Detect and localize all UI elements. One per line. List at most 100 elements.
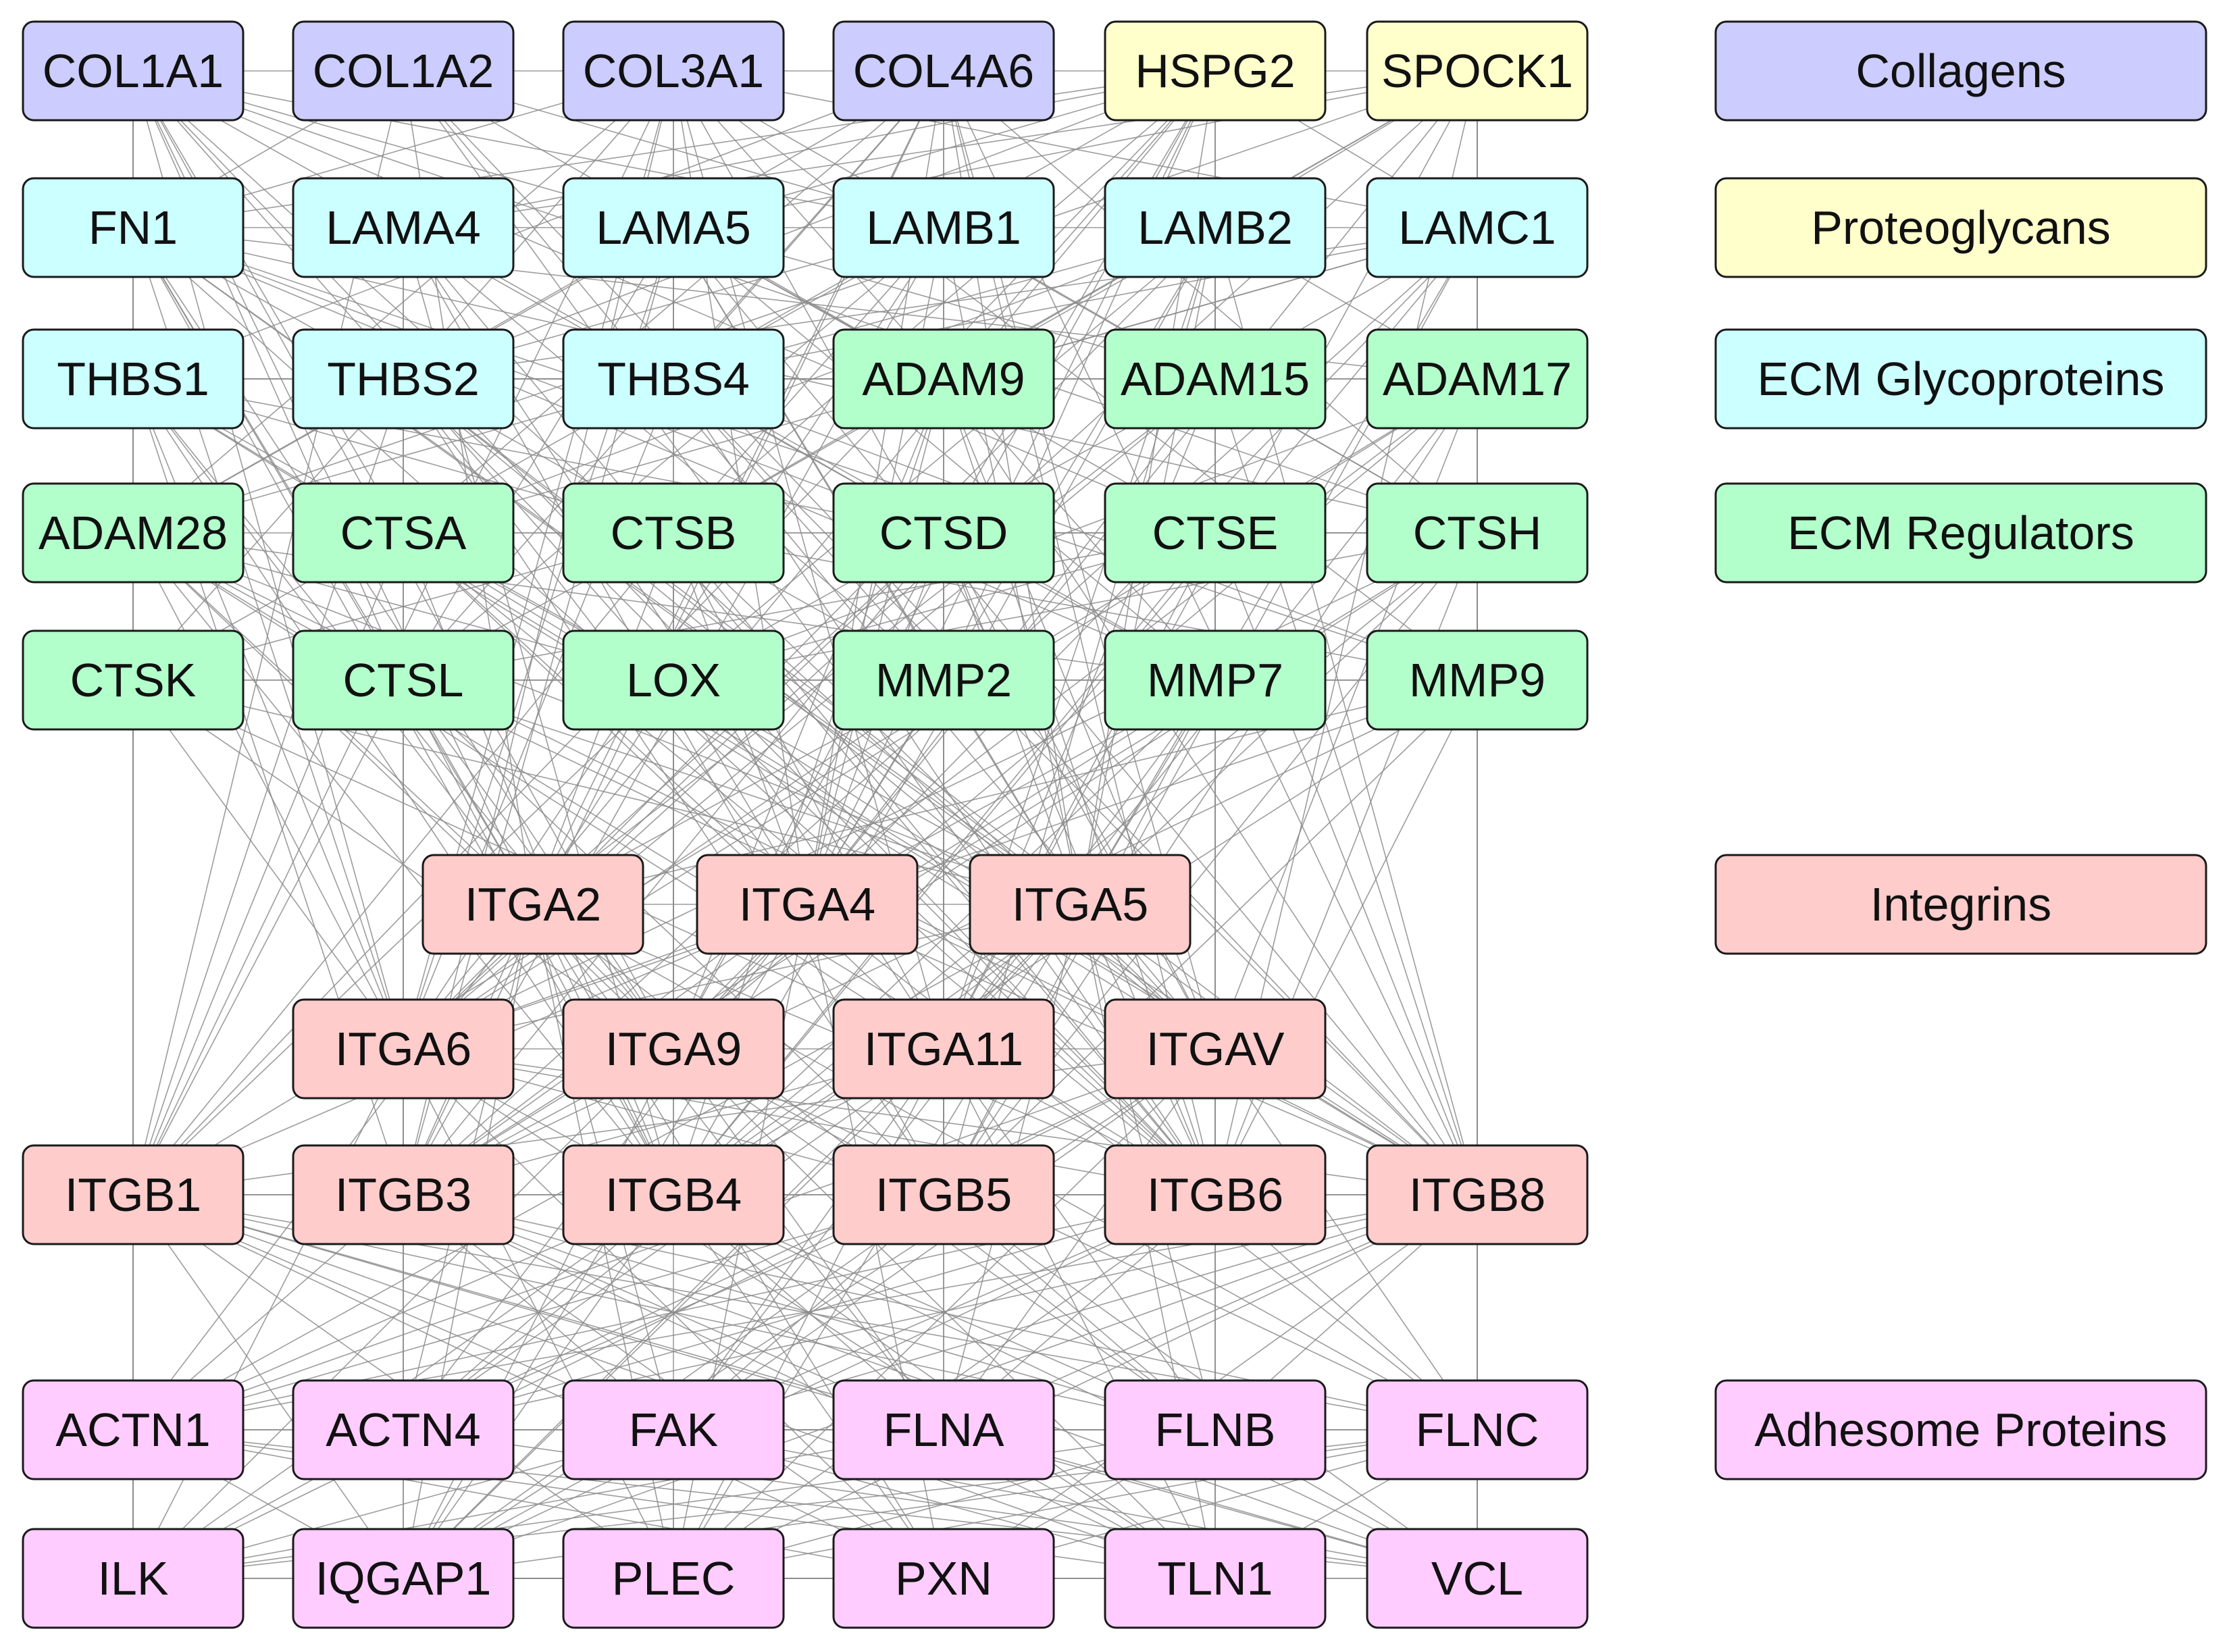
edge-LAMB1-CTSB bbox=[673, 227, 944, 534]
node-label: ITGAV bbox=[1146, 1023, 1285, 1075]
legend-integrins: Integrins bbox=[1714, 854, 2207, 955]
node-col4a6: COL4A6 bbox=[832, 20, 1055, 122]
node-mmp2: MMP2 bbox=[832, 629, 1055, 731]
edge-MMP9-ITGB6 bbox=[1214, 679, 1478, 1195]
edge-ITGB1-VCL bbox=[132, 1194, 1478, 1579]
node-box bbox=[832, 482, 1055, 584]
node-label: CTSB bbox=[611, 507, 737, 559]
node-label: ITGB6 bbox=[1147, 1168, 1283, 1221]
node-label: HSPG2 bbox=[1135, 45, 1295, 97]
legend-label: Proteoglycans bbox=[1811, 201, 2111, 254]
edge-CTSE-COL1A1 bbox=[132, 70, 1216, 534]
node-box bbox=[562, 629, 785, 731]
node-box bbox=[832, 328, 1055, 430]
node-label: TLN1 bbox=[1157, 1552, 1273, 1605]
node-fn1: FN1 bbox=[22, 177, 245, 278]
node-box bbox=[1366, 1528, 1589, 1629]
node-label: ITGA6 bbox=[335, 1023, 471, 1075]
node-box bbox=[1104, 998, 1327, 1100]
node-label: ADAM28 bbox=[39, 507, 228, 559]
node-ctsa: CTSA bbox=[292, 482, 515, 584]
legend-label: ECM Regulators bbox=[1787, 507, 2134, 559]
edge-ITGB8-FAK bbox=[673, 1194, 1478, 1430]
node-box bbox=[292, 1144, 515, 1245]
node-adam28: ADAM28 bbox=[22, 482, 245, 584]
node-box bbox=[832, 1144, 1055, 1245]
node-label: LAMC1 bbox=[1398, 201, 1556, 254]
node-pxn: PXN bbox=[832, 1528, 1055, 1629]
node-flnc: FLNC bbox=[1366, 1379, 1589, 1480]
edge-ITGB6-ITGA6 bbox=[403, 1048, 1216, 1195]
legend-ecm-glycoproteins: ECM Glycoproteins bbox=[1714, 328, 2207, 430]
edge-LAMB1-COL1A1 bbox=[132, 70, 944, 228]
edge-ITGAV-FLNC bbox=[1214, 1048, 1478, 1430]
edge-ITGA6-ITGA5 bbox=[403, 904, 1081, 1050]
edge-ADAM28-COL3A1 bbox=[132, 70, 674, 534]
node-ctsd: CTSD bbox=[832, 482, 1055, 584]
edge-ITGAV-FLNA bbox=[943, 1048, 1216, 1430]
edge-ADAM28-COL4A6 bbox=[132, 70, 944, 534]
node-label: FAK bbox=[629, 1403, 718, 1456]
node-label: MMP7 bbox=[1147, 654, 1283, 706]
edge-MMP9-ITGB5 bbox=[943, 679, 1478, 1195]
edge-ITGB1-IQGAP1 bbox=[132, 1194, 404, 1579]
node-label: ITGB5 bbox=[875, 1168, 1012, 1221]
edge-CTSL-FN1 bbox=[132, 227, 404, 681]
node-box bbox=[832, 629, 1055, 731]
edge-CTSA-COL1A1 bbox=[132, 70, 404, 534]
node-label: FLNA bbox=[884, 1403, 1004, 1456]
edge-COL1A2-ITGB6 bbox=[403, 70, 1216, 1195]
legend-swatch bbox=[1714, 854, 2207, 955]
node-label: MMP9 bbox=[1409, 654, 1545, 706]
node-adam17: ADAM17 bbox=[1366, 328, 1589, 430]
node-itgb4: ITGB4 bbox=[562, 1144, 785, 1245]
node-box bbox=[832, 1528, 1055, 1629]
edge-LAMC1-ITGB4 bbox=[673, 227, 1478, 1195]
node-label: ADAM15 bbox=[1121, 353, 1310, 405]
edge-MMP9-CTSB bbox=[673, 532, 1478, 681]
legend-collagens: Collagens bbox=[1714, 20, 2207, 122]
node-itgb3: ITGB3 bbox=[292, 1144, 515, 1245]
node-label: VCL bbox=[1431, 1552, 1523, 1605]
node-label: THBS4 bbox=[597, 353, 750, 405]
legend-swatch bbox=[1714, 1379, 2207, 1480]
node-label: PLEC bbox=[612, 1552, 736, 1605]
node-itga5: ITGA5 bbox=[969, 854, 1192, 955]
edge-THBS2-ITGB6 bbox=[403, 378, 1216, 1195]
edge-THBS1-CTSD bbox=[132, 378, 944, 534]
node-box bbox=[1104, 1528, 1327, 1629]
edge-CTSH-COL4A6 bbox=[943, 70, 1478, 534]
edge-ITGA11-FAK bbox=[673, 1048, 944, 1430]
node-box bbox=[1366, 328, 1589, 430]
node-box bbox=[292, 177, 515, 278]
protein-nodes: COL1A1 COL1A2 COL3A1 COL4A6 HSPG2 SPOCK1 FN1 LA… bbox=[22, 20, 1589, 1629]
node-box bbox=[22, 20, 245, 122]
edge-ITGA11-IQGAP1 bbox=[403, 1048, 944, 1579]
node-col1a2: COL1A2 bbox=[292, 20, 515, 122]
node-box bbox=[22, 482, 245, 584]
node-box bbox=[562, 20, 785, 122]
node-box bbox=[562, 1528, 785, 1629]
edge-CTSE-CTSL bbox=[403, 532, 1216, 681]
edge-COL4A6-THBS4 bbox=[673, 70, 944, 380]
node-mmp9: MMP9 bbox=[1366, 629, 1589, 731]
node-label: SPOCK1 bbox=[1381, 45, 1573, 97]
node-label: COL3A1 bbox=[583, 45, 764, 97]
edge-MMP2-LAMA4 bbox=[403, 227, 944, 681]
edge-CTSL-LAMA5 bbox=[403, 227, 674, 681]
node-label: FLNB bbox=[1155, 1403, 1276, 1456]
edge-CTSD-ITGAV bbox=[943, 532, 1216, 1050]
node-box bbox=[292, 482, 515, 584]
edge-LAMA5-MMP2 bbox=[673, 227, 944, 681]
node-ctsl: CTSL bbox=[292, 629, 515, 731]
edge-THBS4-MMP9 bbox=[673, 378, 1478, 681]
node-box bbox=[1104, 482, 1327, 584]
node-label: LAMA5 bbox=[596, 201, 751, 254]
node-label: ITGB8 bbox=[1409, 1168, 1545, 1221]
node-label: THBS1 bbox=[57, 353, 209, 405]
legend-label: Collagens bbox=[1855, 45, 2066, 97]
node-label: COL4A6 bbox=[853, 45, 1034, 97]
node-box bbox=[22, 328, 245, 430]
edge-MMP9-ITGA6 bbox=[403, 679, 1478, 1050]
node-box bbox=[1104, 1379, 1327, 1480]
